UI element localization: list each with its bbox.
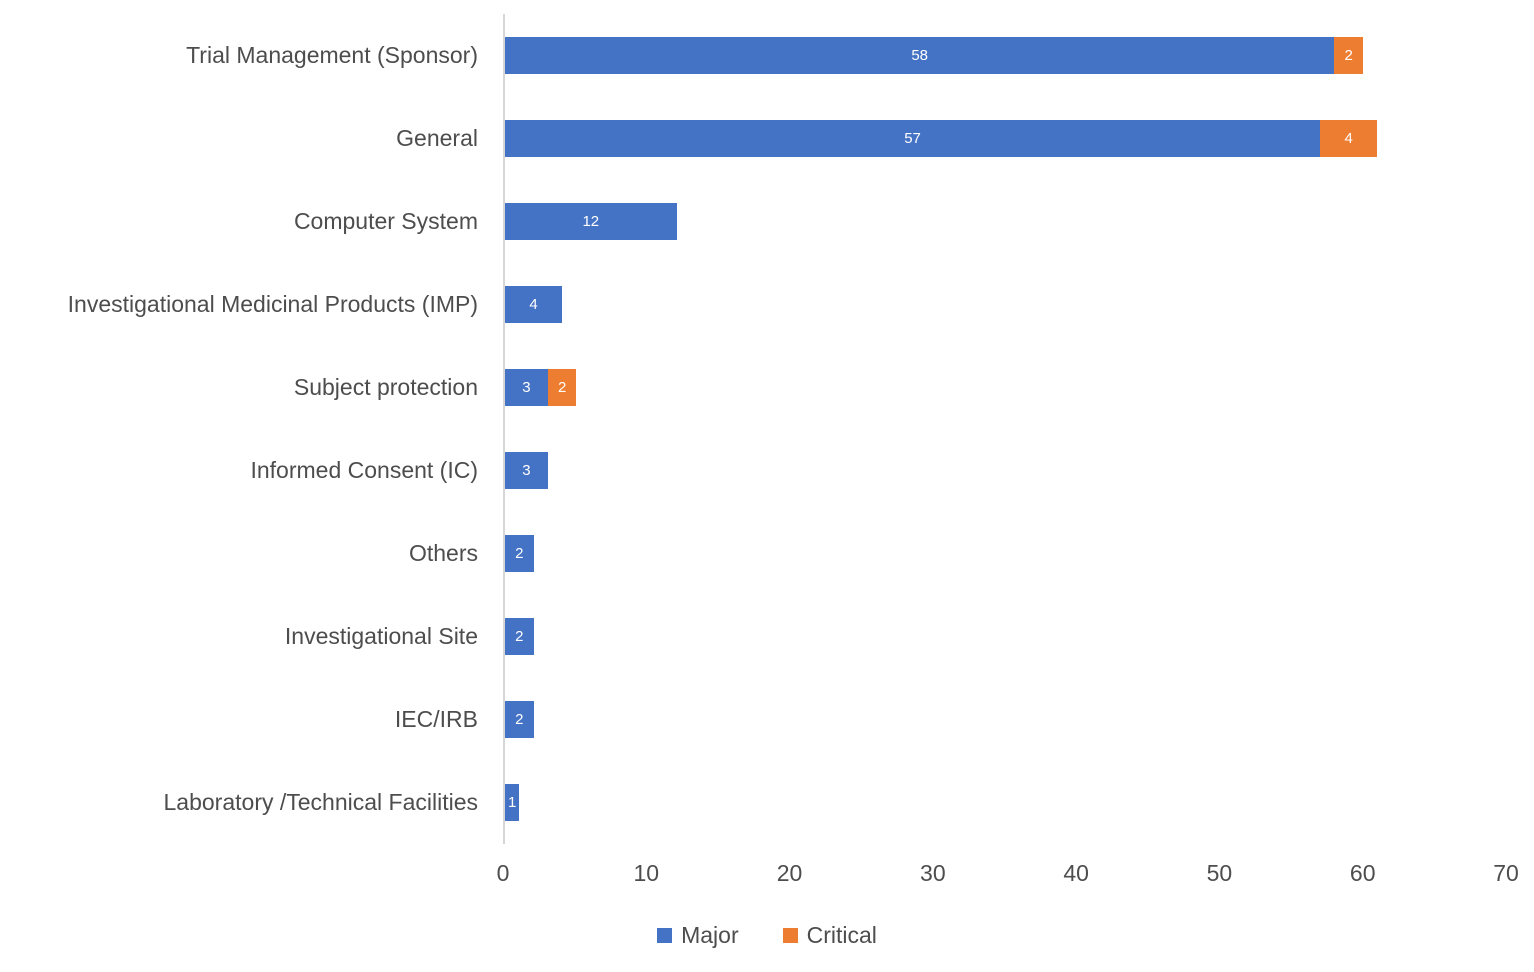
- bar-value-label: 4: [1344, 130, 1353, 147]
- category-label: Others: [408, 540, 478, 567]
- category-label: General: [396, 125, 478, 152]
- x-tick-label: 70: [1493, 860, 1519, 886]
- plot-area: Trial Management (Sponsor) 58 2 General 57 4 C…: [0, 14, 1534, 844]
- bar-segment-major: 57: [505, 120, 1321, 157]
- x-axis-ticks: 0 10 20 30 40 50 60 70: [497, 850, 1519, 896]
- bar-segment-critical: 2: [1334, 37, 1363, 74]
- bar-track: 2: [503, 595, 1506, 678]
- x-axis-spacer: [0, 850, 503, 896]
- chart-row: Investigational Medicinal Products (IMP)…: [0, 263, 1534, 346]
- bar-value-label: 4: [529, 296, 538, 313]
- bar-track: 2: [503, 512, 1506, 595]
- x-tick-label: 0: [496, 860, 510, 886]
- category-label: Subject protection: [293, 374, 478, 401]
- x-tick-label: 40: [1063, 860, 1089, 886]
- bar-segment-major: 12: [505, 203, 677, 240]
- legend-swatch-major: [657, 928, 673, 943]
- bar-track: 58 2: [503, 14, 1506, 97]
- bar-value-label: 3: [522, 379, 531, 396]
- x-axis: 0 10 20 30 40 50 60 70: [0, 850, 1534, 896]
- bar-value-label: 3: [522, 462, 531, 479]
- category-label: Informed Consent (IC): [250, 457, 478, 484]
- chart-row: Informed Consent (IC) 3: [0, 429, 1534, 512]
- bar-value-label: 2: [515, 628, 524, 645]
- category-label: Investigational Site: [284, 623, 478, 650]
- bar-segment-major: 1: [505, 784, 520, 821]
- chart-row: General 57 4: [0, 97, 1534, 180]
- bar-value-label: 2: [515, 711, 524, 728]
- bar-segment-major: 2: [505, 701, 534, 738]
- bar-segment-critical: 2: [547, 369, 577, 406]
- bar-value-label: 1: [507, 794, 517, 811]
- chart-row: Others 2: [0, 512, 1534, 595]
- bar-value-label: 57: [904, 130, 921, 147]
- bar-value-label: 58: [911, 47, 929, 64]
- x-tick-label: 30: [920, 860, 946, 886]
- bar-value-label: 2: [515, 545, 524, 562]
- category-label: IEC/IRB: [394, 706, 478, 733]
- chart-row: IEC/IRB 2: [0, 678, 1534, 761]
- bar-track: 57 4: [503, 97, 1506, 180]
- legend: Major Critical: [0, 922, 1534, 949]
- bar-value-label: 12: [582, 213, 600, 230]
- chart-row: Trial Management (Sponsor) 58 2: [0, 14, 1534, 97]
- chart-row: Computer System 12: [0, 180, 1534, 263]
- bar-track: 2: [503, 678, 1506, 761]
- bar-segment-critical: 4: [1320, 120, 1378, 157]
- chart-row: Investigational Site 2: [0, 595, 1534, 678]
- bar-segment-major: 2: [505, 535, 534, 572]
- legend-label-major: Major: [681, 922, 739, 948]
- chart-row: Laboratory /Technical Facilities 1: [0, 761, 1534, 844]
- bar-segment-major: 3: [505, 452, 548, 489]
- category-label: Investigational Medicinal Products (IMP): [67, 291, 478, 318]
- x-tick-label: 60: [1349, 860, 1376, 886]
- bar-track: 1: [503, 761, 1506, 844]
- legend-swatch-critical: [782, 928, 798, 943]
- bar-value-label: 2: [558, 379, 567, 396]
- x-tick-label: 50: [1206, 860, 1233, 886]
- bar-track: 3: [503, 429, 1506, 512]
- x-tick-label: 10: [633, 860, 660, 886]
- legend-item-critical: Critical: [782, 922, 877, 949]
- legend-item-major: Major: [657, 922, 739, 949]
- bar-segment-major: 58: [505, 37, 1335, 74]
- category-label: Laboratory /Technical Facilities: [163, 789, 478, 816]
- category-label: Computer System: [293, 208, 478, 235]
- bar-track: 4: [503, 263, 1506, 346]
- bar-segment-major: 3: [505, 369, 548, 406]
- bar-segment-major: 4: [505, 286, 563, 323]
- legend-label-critical: Critical: [806, 922, 877, 948]
- category-label: Trial Management (Sponsor): [186, 42, 478, 69]
- x-tick-label: 20: [776, 860, 803, 886]
- bar-segment-major: 2: [505, 618, 534, 655]
- chart-row: Subject protection 3 2: [0, 346, 1534, 429]
- bar-track: 12: [503, 180, 1506, 263]
- bar-value-label: 2: [1344, 47, 1353, 64]
